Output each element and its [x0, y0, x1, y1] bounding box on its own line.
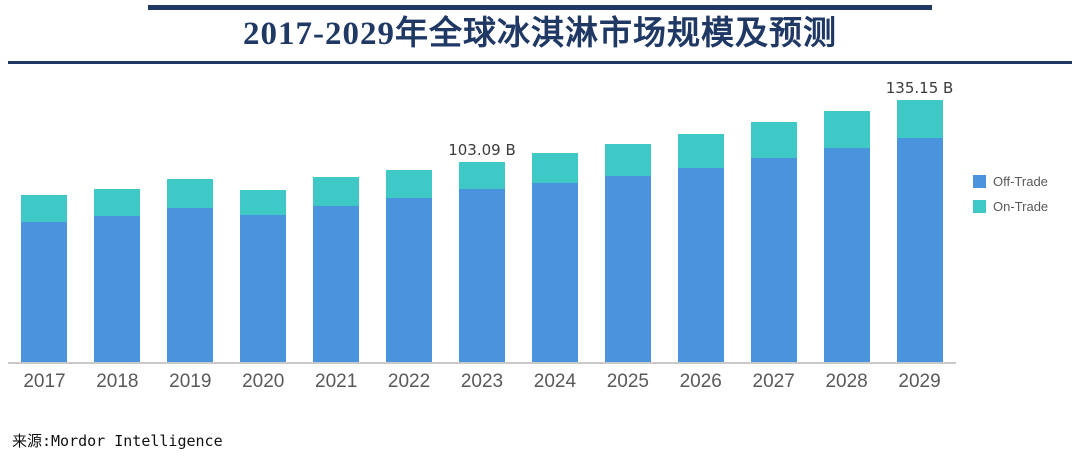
x-tick-label-2026: 2026 [679, 370, 722, 392]
off-trade-bar-segment [386, 197, 433, 362]
bar-group-2020 [227, 78, 300, 362]
x-tick-label-2029: 2029 [898, 370, 941, 392]
x-tick-label-2018: 2018 [96, 370, 139, 392]
bar-stack-2022 [386, 169, 433, 362]
bar-group-2018 [81, 78, 154, 362]
x-tick-label-2021: 2021 [315, 370, 358, 392]
off-trade-bar-segment [458, 189, 505, 362]
x-tick-label-2022: 2022 [387, 370, 431, 392]
on-trade-bar-segment [167, 179, 214, 209]
bar-group-2021 [300, 78, 373, 362]
legend-label-off-trade: Off-Trade [993, 174, 1048, 189]
x-tick-label-2020: 2020 [242, 370, 285, 392]
on-trade-swatch-icon [973, 200, 986, 213]
bar-group-2022 [373, 78, 446, 362]
off-trade-bar-segment [677, 167, 724, 362]
bar-stack-2029 [896, 99, 943, 362]
on-trade-bar-segment [240, 189, 287, 216]
on-trade-bar-segment [386, 169, 433, 198]
x-tick-label-2028: 2028 [825, 370, 868, 392]
bar-group-2019 [154, 78, 227, 362]
legend-label-on-trade: On-Trade [993, 199, 1049, 214]
bar-stack-2020 [240, 189, 287, 362]
off-trade-bar-segment [896, 137, 943, 362]
x-tick-label-2027: 2027 [752, 370, 795, 392]
bar-stack-2018 [94, 189, 141, 362]
on-trade-bar-segment [21, 194, 68, 222]
plot-area: 103.09 B 135.15 B [8, 78, 956, 364]
bar-group-2017 [8, 78, 81, 362]
stacked-bar-chart: 103.09 B 135.15 B 2017 2018 2019 2020 2021 202… [0, 78, 1080, 393]
bar-group-2024 [518, 78, 591, 362]
title-top-rule [148, 5, 932, 10]
bar-stack-2027 [750, 122, 797, 362]
bar-group-2028 [810, 78, 883, 362]
x-tick-label-2019: 2019 [169, 370, 212, 392]
on-trade-bar-segment [531, 153, 578, 184]
off-trade-bar-segment [604, 176, 651, 362]
off-trade-bar-segment [167, 208, 214, 362]
x-axis-labels: 2017 2018 2019 2020 2021 2022 2023 2024 2025 2026… [8, 364, 956, 393]
bar-group-2027 [737, 78, 810, 362]
source-caption: 来源:Mordor Intelligence [12, 432, 223, 450]
on-trade-bar-segment [823, 111, 870, 149]
bar-group-2026 [664, 78, 737, 362]
off-trade-bar-segment [750, 157, 797, 362]
bar-group-2029: 135.15 B [883, 78, 956, 362]
bar-group-2025 [591, 78, 664, 362]
chart-header: 2017-2029年全球冰淇淋市场规模及预测 [0, 0, 1080, 64]
x-tick-label-2023: 2023 [460, 370, 504, 392]
title-bottom-rule [8, 60, 1072, 64]
legend-item-off-trade: Off-Trade [973, 174, 1048, 189]
data-label-2029: 135.15 B [885, 78, 954, 97]
legend-item-on-trade: On-Trade [973, 199, 1048, 214]
data-label-2023: 103.09 B [448, 140, 516, 159]
off-trade-bar-segment [94, 216, 141, 362]
bar-group-2023: 103.09 B [446, 78, 519, 362]
bar-stack-2019 [167, 179, 214, 362]
x-tick-label-2017: 2017 [23, 370, 66, 392]
on-trade-bar-segment [458, 161, 505, 189]
x-tick-label-2024: 2024 [533, 370, 577, 392]
on-trade-bar-segment [604, 143, 651, 177]
chart-legend: Off-Trade On-Trade [973, 174, 1048, 214]
x-tick-label-2025: 2025 [606, 370, 649, 392]
on-trade-bar-segment [896, 99, 943, 138]
off-trade-bar-segment [240, 215, 287, 362]
on-trade-bar-segment [750, 122, 797, 158]
on-trade-bar-segment [94, 189, 141, 217]
on-trade-bar-segment [677, 134, 724, 168]
bar-stack-2028 [823, 111, 870, 362]
page-title: 2017-2029年全球冰淇淋市场规模及预测 [243, 16, 837, 52]
off-trade-bar-segment [313, 206, 360, 362]
on-trade-bar-segment [313, 177, 360, 207]
bar-stack-2023 [458, 161, 505, 362]
bar-stack-2025 [604, 143, 651, 362]
off-trade-swatch-icon [973, 175, 986, 188]
bar-stack-2021 [313, 177, 360, 362]
bar-stack-2017 [21, 194, 68, 362]
bar-stack-2026 [677, 134, 724, 362]
off-trade-bar-segment [21, 221, 68, 362]
off-trade-bar-segment [531, 183, 578, 362]
bar-stack-2024 [531, 153, 578, 362]
off-trade-bar-segment [823, 148, 870, 362]
